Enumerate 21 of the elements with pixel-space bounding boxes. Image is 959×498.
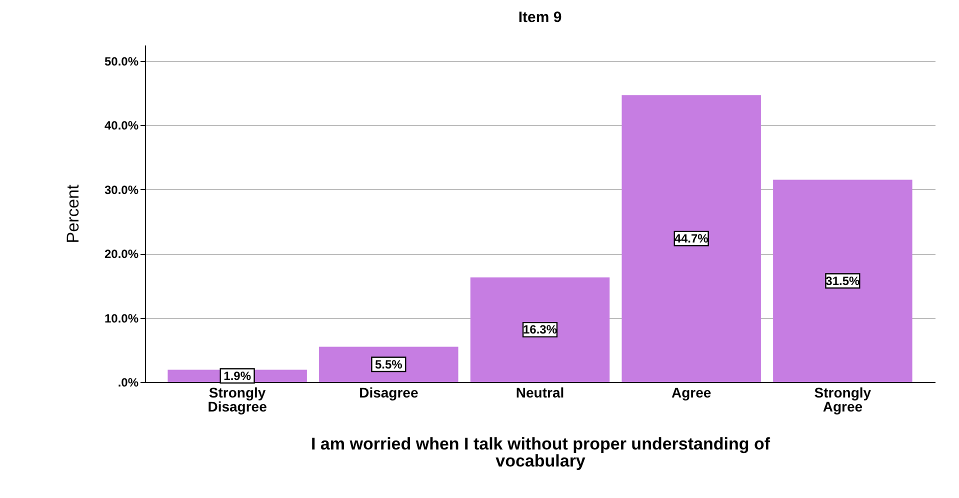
bar — [622, 95, 761, 382]
y-tick-label: .0% — [118, 376, 139, 390]
x-axis-title: I am worried when I talk without proper understanding of vocabulary — [310, 434, 770, 470]
chart-title: Item 9 — [518, 9, 562, 26]
y-tick-label: 10.0% — [104, 311, 139, 326]
x-tick-label: Strongly Agree — [814, 384, 872, 414]
x-tick-label: Agree — [671, 384, 712, 400]
bar — [470, 277, 610, 382]
y-axis-title: Percent — [63, 184, 82, 244]
y-tick-label: 40.0% — [104, 118, 139, 133]
data-label: 5.5% — [374, 357, 403, 372]
x-tick-label: Neutral — [516, 384, 564, 400]
y-tick-label: 50.0% — [104, 54, 139, 69]
data-label: 16.3% — [522, 322, 558, 337]
x-tick-label: Disagree — [359, 384, 418, 400]
data-label: 1.9% — [224, 368, 252, 383]
y-tick-label: 30.0% — [104, 182, 139, 197]
bar — [773, 180, 912, 382]
y-tick-label: 20.0% — [104, 247, 139, 262]
bar — [319, 346, 458, 382]
x-tick-label: Strongly Disagree — [208, 384, 268, 414]
